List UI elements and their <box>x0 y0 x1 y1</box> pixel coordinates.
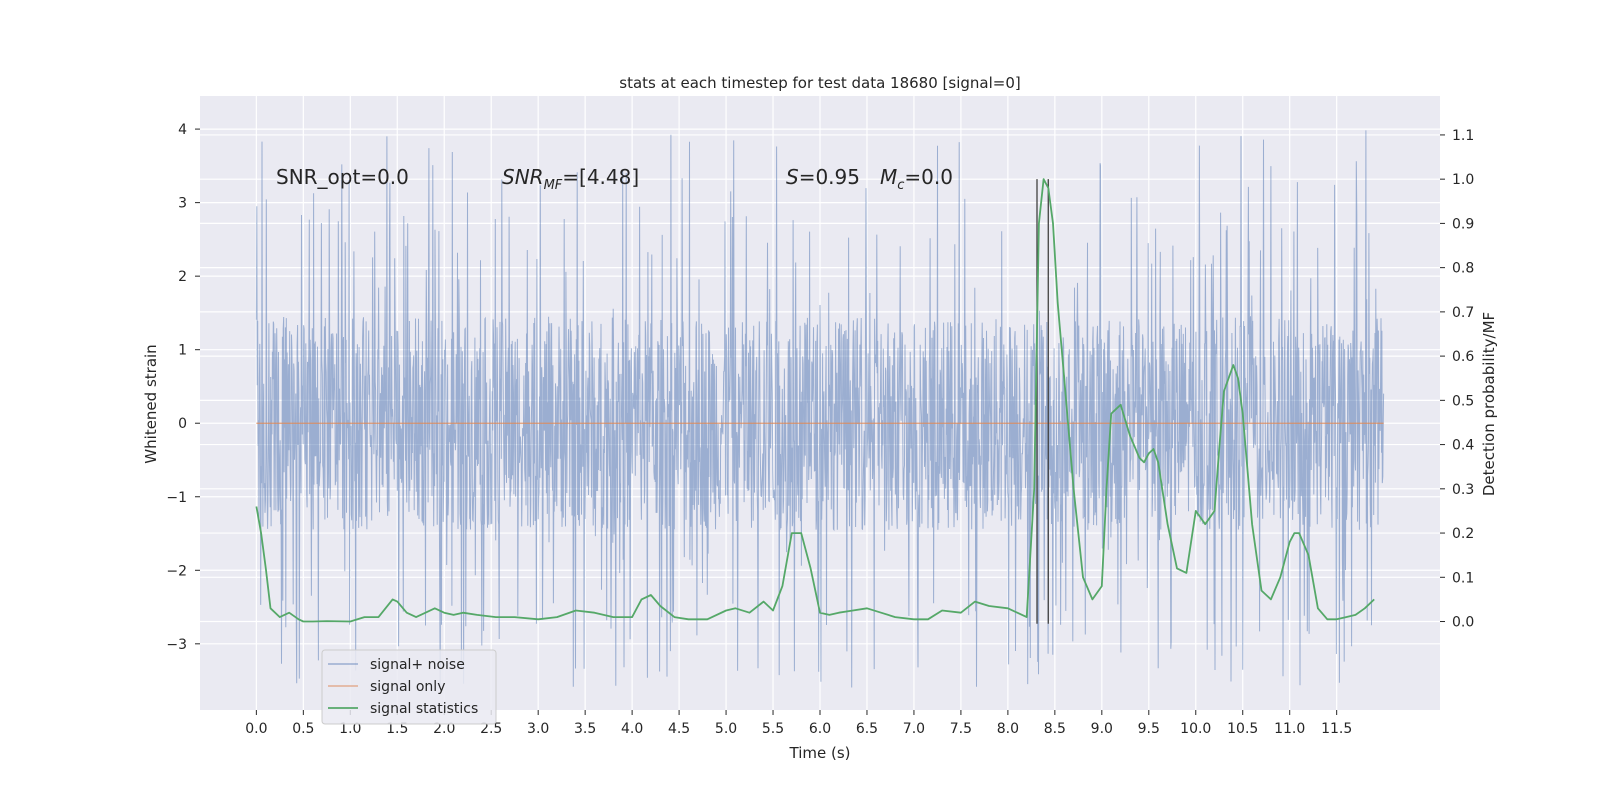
y-right-tick-label: 0.4 <box>1452 438 1474 454</box>
y-right-tick-label: 0.1 <box>1452 570 1474 586</box>
legend-entry-signal-only: signal only <box>370 679 445 695</box>
x-axis-ticks: 0.0 0.5 1.0 1.5 2.0 2.5 3.0 3.5 4.0 4.5 5.0 5.5 6.0 6… <box>245 710 1352 737</box>
s-value: =0.95 <box>799 165 860 189</box>
snr-mf-value: =[4.48] <box>562 165 639 189</box>
signal-plus-noise-series <box>255 130 1385 688</box>
annotation-snr-opt: SNR_opt=0.0 <box>276 165 409 189</box>
y-right-tick-label: 0.5 <box>1452 393 1474 409</box>
x-tick-label: 4.0 <box>621 721 643 737</box>
y-axis-left-label: Whitened strain <box>142 344 160 463</box>
snr-mf-prefix: SNR <box>502 165 544 189</box>
y-right-tick-label: 0.7 <box>1452 305 1474 321</box>
y-right-tick-label: 0.8 <box>1452 261 1474 277</box>
mc-value: =0.0 <box>904 165 953 189</box>
mc-prefix: M <box>880 165 897 189</box>
x-tick-label: 3.5 <box>574 721 596 737</box>
mc-subscript: c <box>897 178 904 193</box>
x-tick-label: 7.5 <box>950 721 972 737</box>
x-tick-label: 7.0 <box>903 721 925 737</box>
x-tick-label: 6.0 <box>809 721 831 737</box>
x-tick-label: 10.5 <box>1227 721 1258 737</box>
chart-title: stats at each timestep for test data 186… <box>619 74 1020 92</box>
signal-statistics-series <box>255 178 1375 623</box>
x-tick-label: 2.0 <box>433 721 455 737</box>
y-right-tick-label: 0.6 <box>1452 349 1474 365</box>
x-tick-label: 11.0 <box>1274 721 1305 737</box>
x-tick-label: 8.5 <box>1044 721 1066 737</box>
x-tick-label: 2.5 <box>480 721 502 737</box>
x-tick-label: 0.0 <box>245 721 267 737</box>
x-tick-label: 3.0 <box>527 721 549 737</box>
x-tick-label: 11.5 <box>1321 721 1352 737</box>
y-left-tick-label: −3 <box>166 637 187 653</box>
y-right-tick-label: 0.9 <box>1452 216 1474 232</box>
legend-box <box>321 649 497 725</box>
y-right-tick-label: 1.1 <box>1452 128 1474 144</box>
y-left-tick-label: 3 <box>178 196 187 212</box>
x-tick-label: 0.5 <box>292 721 314 737</box>
x-tick-label: 9.5 <box>1138 721 1160 737</box>
snr-mf-subscript: MF <box>544 178 563 193</box>
y-left-tick-label: 4 <box>178 122 187 138</box>
y-left-tick-label: −2 <box>166 563 187 579</box>
annotation-mc-value: Mc=0.0 <box>880 165 953 193</box>
y-left-tick-label: 2 <box>178 269 187 285</box>
annotation-snr-mf: SNRMF=[4.48] <box>502 165 639 193</box>
y-left-tick-label: 0 <box>178 416 187 432</box>
signal-statistics-line <box>255 178 1375 623</box>
x-axis-label: Time (s) <box>789 744 851 762</box>
x-tick-label: 8.0 <box>997 721 1019 737</box>
x-tick-label: 9.0 <box>1091 721 1113 737</box>
x-tick-label: 1.0 <box>339 721 361 737</box>
y-axis-right-ticks: 0.0 0.1 0.2 0.3 0.4 0.5 0.6 0.7 0.8 0.9 1.0 1.1 <box>1440 128 1474 631</box>
y-right-tick-label: 0.2 <box>1452 526 1474 542</box>
legend-entry-signal-statistics: signal statistics <box>370 701 478 717</box>
y-right-tick-label: 0.0 <box>1452 615 1474 631</box>
legend: signal+ noise signal only signal statist… <box>321 649 497 725</box>
x-tick-label: 5.5 <box>762 721 784 737</box>
x-tick-label: 4.5 <box>668 721 690 737</box>
vertical-markers <box>1036 179 1049 624</box>
y-right-tick-label: 1.0 <box>1452 172 1474 188</box>
y-left-tick-label: 1 <box>178 343 187 359</box>
x-tick-label: 5.0 <box>715 721 737 737</box>
x-tick-label: 6.5 <box>856 721 878 737</box>
legend-entry-signal-noise: signal+ noise <box>370 657 465 673</box>
y-axis-right-label: Detection probability/MF <box>1480 312 1498 496</box>
y-axis-left-ticks: −3 −2 −1 0 1 2 3 4 <box>166 122 200 653</box>
y-right-tick-label: 0.3 <box>1452 482 1474 498</box>
x-tick-label: 1.5 <box>386 721 408 737</box>
s-prefix: S <box>786 165 799 189</box>
x-tick-label: 10.0 <box>1180 721 1211 737</box>
annotation-s-value: S=0.95 <box>786 165 860 189</box>
signal-plus-noise-line <box>255 130 1385 688</box>
y-left-tick-label: −1 <box>166 490 187 506</box>
